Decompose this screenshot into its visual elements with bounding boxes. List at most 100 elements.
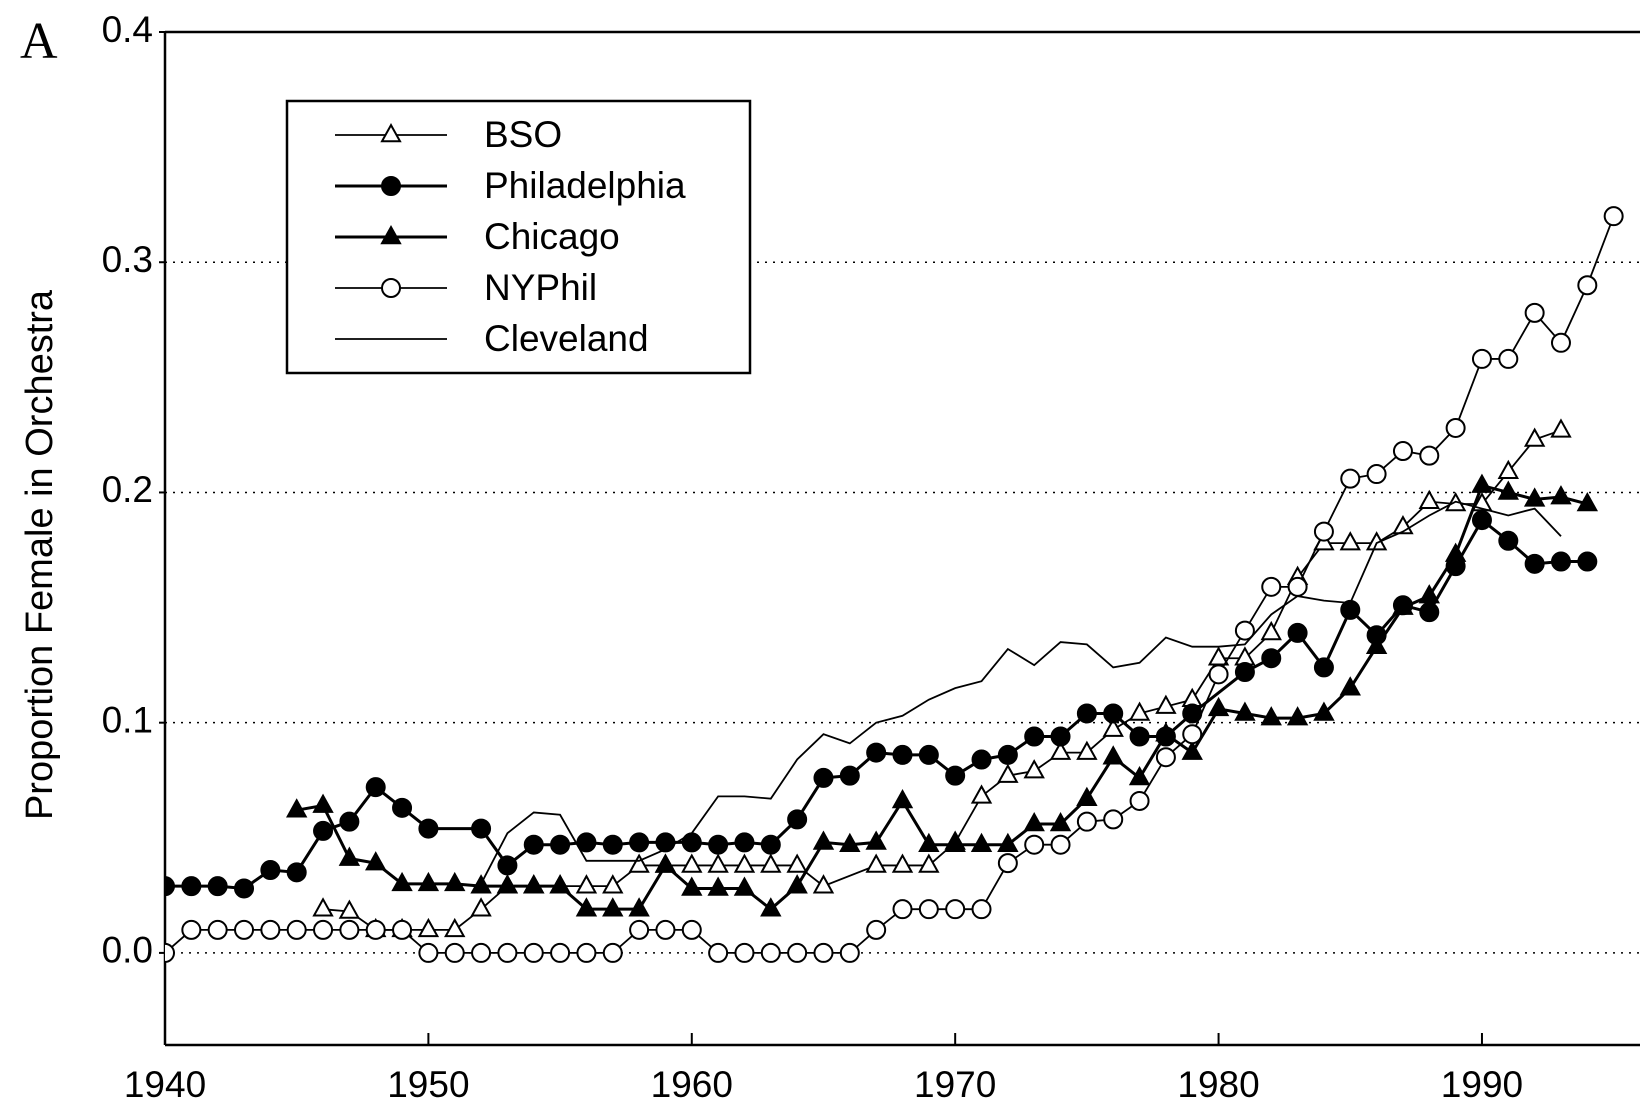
marker [181, 876, 202, 897]
x-tick-label: 1970 [914, 1064, 996, 1105]
marker [365, 919, 386, 940]
marker [839, 765, 860, 786]
marker [1024, 834, 1045, 855]
marker [708, 834, 729, 855]
marker [813, 942, 834, 963]
marker [760, 853, 782, 873]
marker [997, 744, 1018, 765]
marker [629, 832, 650, 853]
marker [1103, 809, 1124, 830]
marker [575, 874, 598, 894]
marker [1497, 459, 1520, 480]
marker [945, 765, 966, 786]
marker [1287, 622, 1308, 643]
marker [1550, 485, 1572, 505]
legend-marker [381, 278, 401, 298]
marker [1234, 620, 1255, 641]
marker [470, 874, 492, 894]
marker [550, 942, 571, 963]
marker [1024, 726, 1045, 747]
marker [734, 942, 755, 963]
x-tick-label: 1990 [1441, 1064, 1523, 1105]
marker [497, 855, 518, 876]
marker [891, 853, 914, 873]
marker [550, 834, 571, 855]
marker [602, 897, 624, 917]
y-tick-label: 0.2 [102, 469, 153, 510]
marker [655, 919, 676, 940]
marker [971, 899, 992, 920]
marker [1128, 765, 1151, 786]
marker [523, 942, 544, 963]
marker [391, 871, 413, 892]
marker [1418, 489, 1440, 509]
marker [1287, 576, 1308, 597]
marker [339, 811, 360, 832]
marker [165, 876, 175, 897]
marker [234, 919, 255, 940]
marker [207, 876, 228, 897]
marker [892, 899, 913, 920]
marker [1392, 595, 1414, 615]
marker [286, 862, 307, 883]
marker [1576, 492, 1599, 512]
marker [1207, 696, 1230, 717]
series-line [480, 500, 1562, 885]
marker [866, 919, 887, 940]
marker [1155, 694, 1177, 714]
marker [1550, 551, 1571, 572]
marker [1234, 662, 1255, 683]
marker [733, 853, 756, 873]
legend-label: BSO [484, 114, 562, 155]
marker [471, 818, 492, 839]
y-tick-label: 0.3 [102, 239, 153, 280]
marker [1102, 717, 1124, 737]
marker [1260, 620, 1282, 641]
marker [181, 919, 202, 940]
marker [1129, 726, 1150, 747]
marker [839, 942, 860, 963]
marker [707, 876, 729, 896]
marker [1498, 348, 1519, 369]
marker [1471, 348, 1492, 369]
marker [444, 871, 466, 892]
marker [787, 809, 808, 830]
marker [997, 832, 1019, 853]
marker [865, 853, 887, 873]
marker [813, 767, 834, 788]
marker [892, 744, 913, 765]
marker [733, 876, 756, 896]
marker [1102, 745, 1124, 765]
marker [918, 744, 939, 765]
marker [575, 897, 598, 917]
marker [1050, 726, 1071, 747]
marker [313, 919, 334, 940]
panel-label: A [20, 13, 58, 70]
marker [760, 834, 781, 855]
marker [496, 874, 519, 894]
marker [1419, 445, 1440, 466]
marker [1471, 473, 1493, 493]
marker [970, 784, 993, 804]
marker [1261, 576, 1282, 597]
x-tick-label: 1950 [387, 1064, 469, 1105]
legend-marker [380, 123, 402, 143]
marker [602, 874, 624, 894]
marker [1497, 480, 1520, 500]
marker [918, 832, 940, 853]
legend-label: Chicago [484, 216, 620, 257]
marker [707, 853, 729, 873]
marker [286, 919, 307, 940]
marker [312, 793, 334, 813]
legend-label: Cleveland [484, 318, 649, 359]
marker [839, 832, 861, 853]
marker [681, 919, 702, 940]
marker [1155, 722, 1177, 742]
marker [1523, 427, 1546, 447]
marker [1550, 332, 1571, 353]
marker [338, 899, 361, 919]
marker [1392, 441, 1413, 462]
marker [1286, 706, 1309, 726]
marker [1418, 584, 1440, 604]
